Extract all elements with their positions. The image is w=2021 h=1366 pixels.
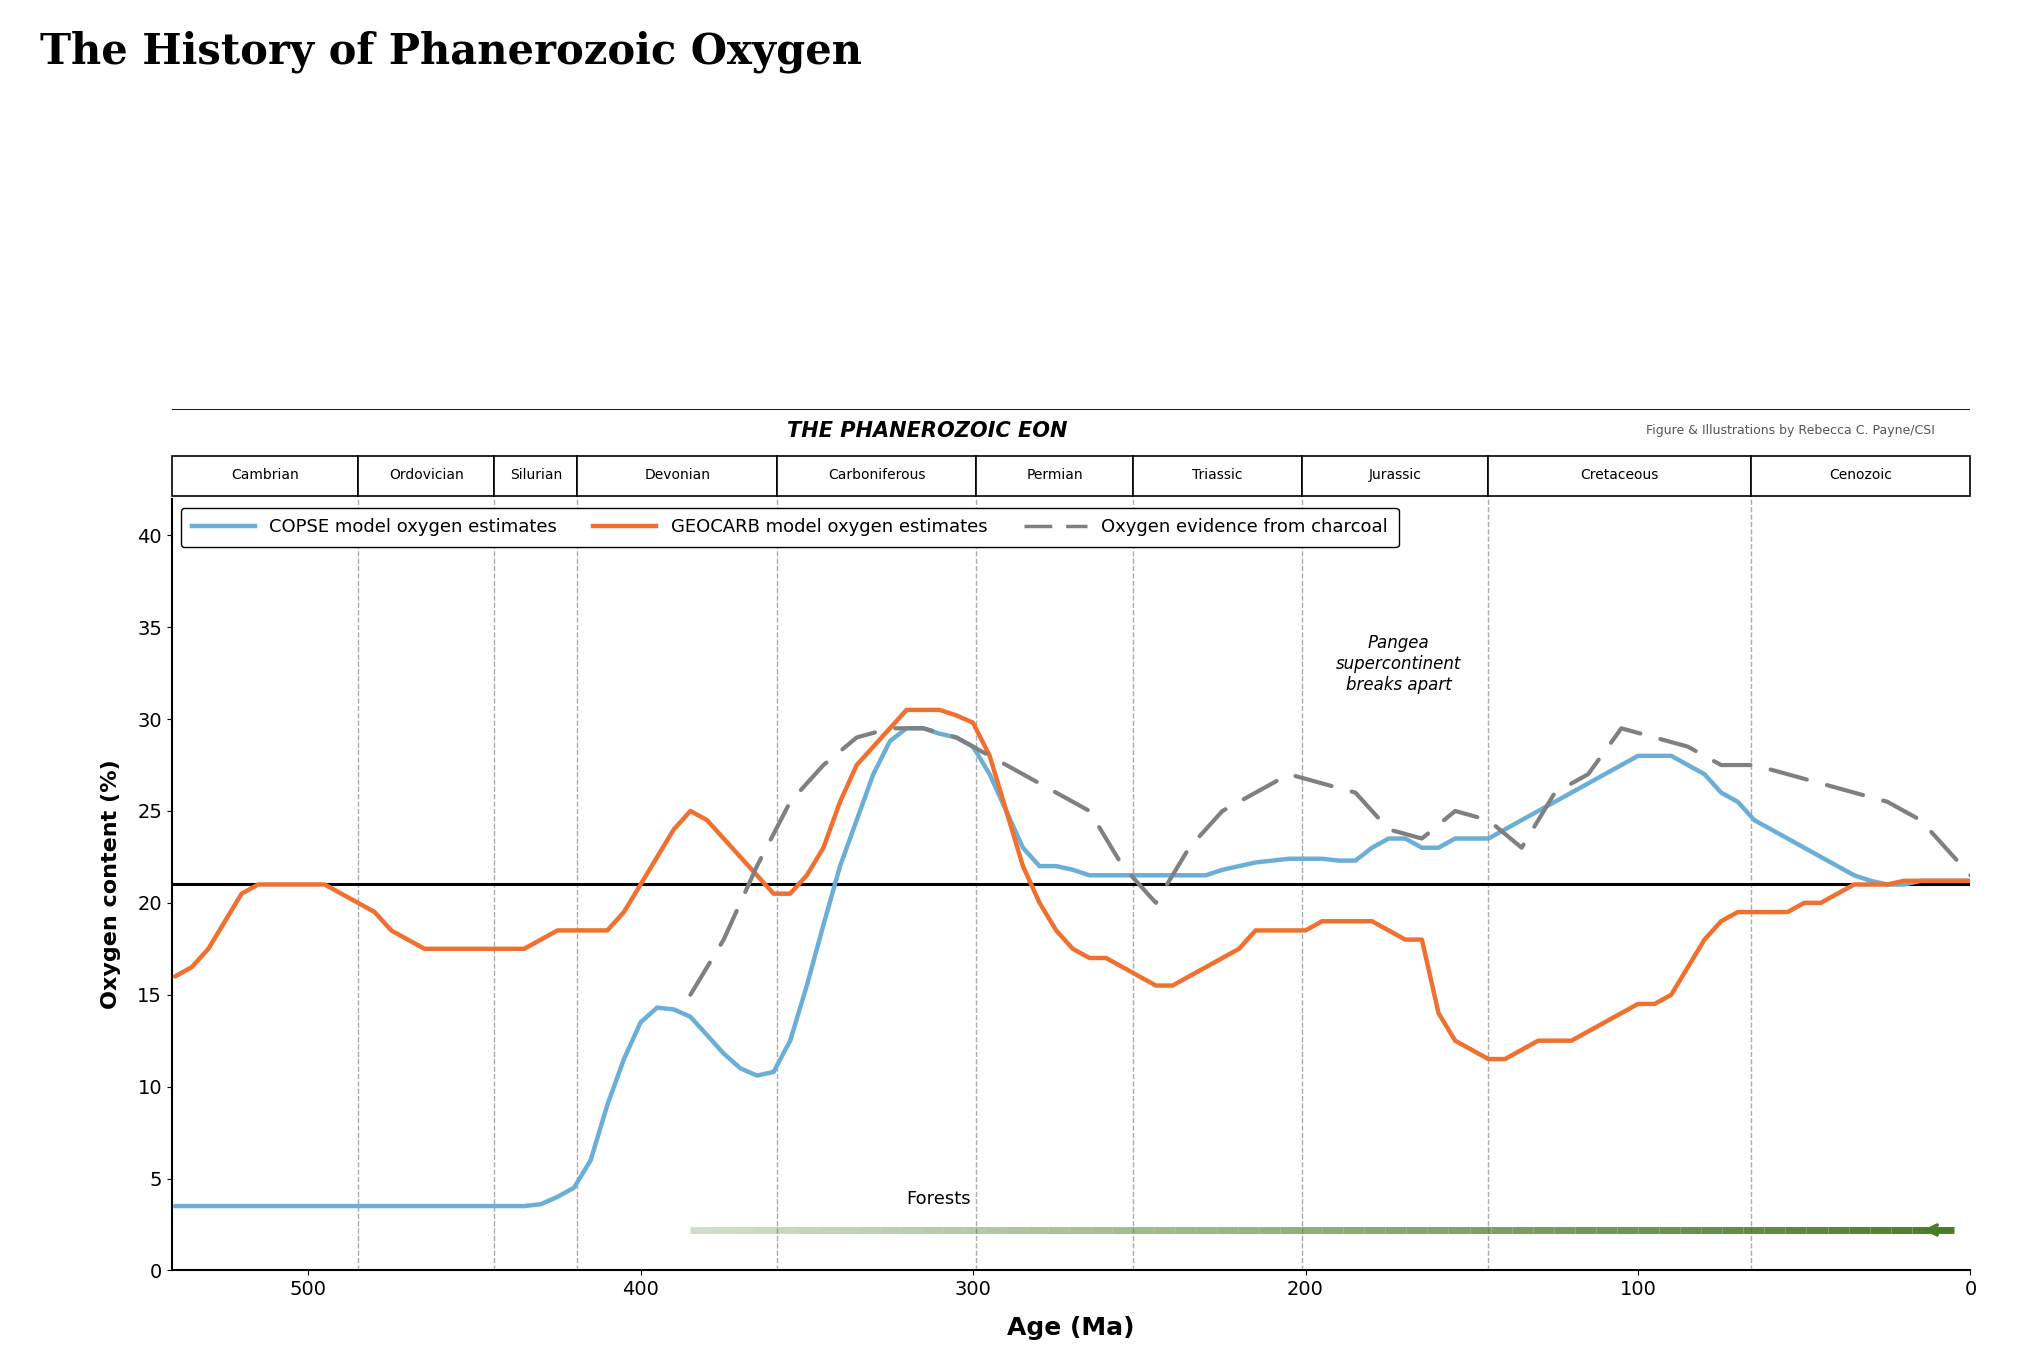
Y-axis label: Oxygen content (%): Oxygen content (%) [101, 759, 121, 1009]
Bar [1750, 456, 1970, 496]
Text: Ordovician: Ordovician [388, 469, 463, 482]
Text: Triassic: Triassic [1192, 469, 1243, 482]
Bar [976, 456, 1132, 496]
Text: The History of Phanerozoic Oxygen: The History of Phanerozoic Oxygen [40, 30, 863, 72]
Bar [578, 456, 776, 496]
X-axis label: Age (Ma): Age (Ma) [1006, 1315, 1136, 1340]
Bar [1132, 456, 1302, 496]
Bar [1302, 456, 1487, 496]
Bar [358, 456, 495, 496]
Text: THE PHANEROZOIC EON: THE PHANEROZOIC EON [786, 421, 1067, 441]
Text: Silurian: Silurian [509, 469, 562, 482]
Bar [495, 456, 578, 496]
Text: Permian: Permian [1027, 469, 1083, 482]
Legend: COPSE model oxygen estimates, GEOCARB model oxygen estimates, Oxygen evidence fr: COPSE model oxygen estimates, GEOCARB mo… [180, 508, 1399, 548]
Bar [1487, 456, 1750, 496]
Bar [172, 456, 358, 496]
Text: Cambrian: Cambrian [230, 469, 299, 482]
Text: Pangea
supercontinent
breaks apart: Pangea supercontinent breaks apart [1336, 634, 1461, 694]
Text: Devonian: Devonian [645, 469, 709, 482]
Text: Figure & Illustrations by Rebecca C. Payne/CSI: Figure & Illustrations by Rebecca C. Pay… [1645, 425, 1934, 437]
Text: Forests: Forests [907, 1190, 972, 1208]
Bar [776, 456, 976, 496]
Text: Cenozoic: Cenozoic [1829, 469, 1892, 482]
Text: Carboniferous: Carboniferous [829, 469, 926, 482]
Text: Jurassic: Jurassic [1368, 469, 1421, 482]
Text: Cretaceous: Cretaceous [1580, 469, 1659, 482]
